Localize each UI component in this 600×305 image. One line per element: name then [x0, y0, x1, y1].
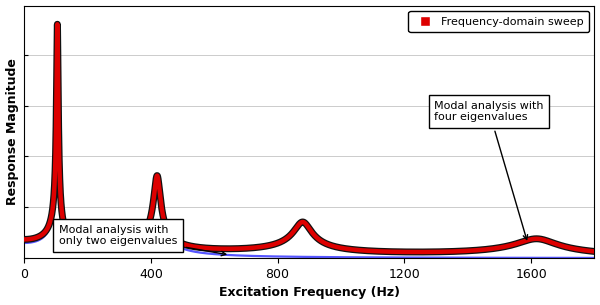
- Frequency-domain sweep: [383, 250, 390, 253]
- Line: Frequency-domain sweep: Frequency-domain sweep: [24, 24, 595, 252]
- Y-axis label: Response Magnitude: Response Magnitude: [5, 59, 19, 205]
- Text: Modal analysis with
only two eigenvalues: Modal analysis with only two eigenvalues: [59, 224, 226, 256]
- Frequency-domain sweep: [20, 238, 28, 241]
- Text: Modal analysis with
four eigenvalues: Modal analysis with four eigenvalues: [434, 101, 544, 239]
- Frequency-domain sweep: [443, 250, 451, 253]
- Frequency-domain sweep: [591, 249, 598, 253]
- X-axis label: Excitation Frequency (Hz): Excitation Frequency (Hz): [219, 286, 400, 300]
- Frequency-domain sweep: [227, 247, 235, 251]
- Frequency-domain sweep: [414, 250, 421, 254]
- Frequency-domain sweep: [49, 204, 56, 208]
- Frequency-domain sweep: [474, 248, 481, 252]
- Legend: Frequency-domain sweep: Frequency-domain sweep: [409, 11, 589, 32]
- Frequency-domain sweep: [54, 23, 61, 26]
- Frequency-domain sweep: [358, 249, 365, 252]
